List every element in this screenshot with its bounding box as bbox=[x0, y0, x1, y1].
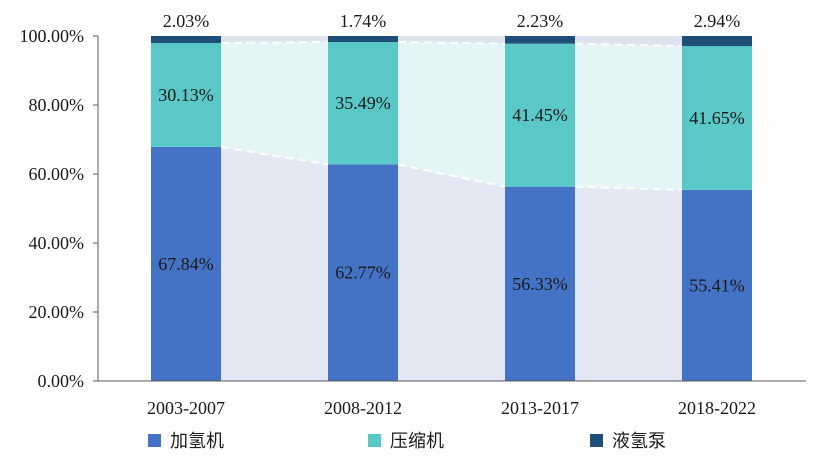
connector-band-2 bbox=[398, 42, 505, 187]
x-tick-label: 2013-2017 bbox=[501, 398, 579, 418]
connector-dash-line bbox=[397, 163, 506, 188]
data-label-compressor: 35.49% bbox=[335, 93, 391, 113]
data-label-compressor: 30.13% bbox=[158, 85, 214, 105]
legend-swatch-hydrogen-dispenser bbox=[148, 434, 161, 447]
y-tick-label: 60.00% bbox=[29, 164, 85, 184]
bar-compressor-3 bbox=[682, 46, 752, 190]
y-tick-label: 20.00% bbox=[29, 302, 85, 322]
connector-band-1 bbox=[221, 146, 328, 381]
bar-hydrogen-dispenser-0 bbox=[151, 146, 221, 381]
bar-compressor-0 bbox=[151, 43, 221, 147]
bar-hydrogen-dispenser-3 bbox=[682, 189, 752, 381]
connector-dash-line bbox=[574, 42, 683, 48]
x-tick-label: 2003-2007 bbox=[147, 398, 225, 418]
data-label-hydrogen-dispenser: 55.41% bbox=[689, 275, 745, 295]
bar-liquid-hydrogen-pump-0 bbox=[151, 36, 221, 44]
connector-dash-line bbox=[220, 41, 329, 45]
x-tick-label: 2018-2022 bbox=[678, 398, 756, 418]
data-label-liquid-hydrogen-pump: 2.94% bbox=[694, 11, 741, 31]
bars-group bbox=[151, 35, 752, 381]
legend-label-liquid-hydrogen-pump: 液氢泵 bbox=[612, 431, 666, 452]
bar-liquid-hydrogen-pump-2 bbox=[505, 35, 575, 44]
connector-band-2 bbox=[221, 42, 328, 165]
y-tick-label: 100.00% bbox=[20, 26, 85, 46]
data-label-liquid-hydrogen-pump: 2.23% bbox=[517, 11, 564, 31]
data-label-hydrogen-dispenser: 62.77% bbox=[335, 263, 391, 283]
connector-band-1 bbox=[575, 186, 682, 381]
data-label-compressor: 41.65% bbox=[689, 108, 745, 128]
connector-band-1 bbox=[398, 164, 505, 381]
legend: 加氢机 压缩机 液氢泵 bbox=[148, 431, 666, 452]
series-connectors bbox=[220, 35, 683, 381]
connector-dash-line bbox=[220, 145, 329, 166]
data-label-liquid-hydrogen-pump: 2.03% bbox=[163, 11, 210, 31]
connector-band-3 bbox=[221, 36, 328, 44]
bar-compressor-2 bbox=[505, 43, 575, 187]
bar-hydrogen-dispenser-1 bbox=[328, 164, 398, 381]
data-label-liquid-hydrogen-pump: 1.74% bbox=[340, 11, 387, 31]
legend-label-hydrogen-dispenser: 加氢机 bbox=[170, 431, 224, 452]
y-tick-label: 0.00% bbox=[38, 371, 85, 391]
data-label-hydrogen-dispenser: 56.33% bbox=[512, 274, 568, 294]
x-tick-label: 2008-2012 bbox=[324, 398, 402, 418]
bar-liquid-hydrogen-pump-3 bbox=[682, 36, 752, 47]
legend-label-compressor: 压缩机 bbox=[390, 431, 444, 452]
y-tick-label: 40.00% bbox=[29, 233, 85, 253]
y-tick-label: 80.00% bbox=[29, 95, 85, 115]
bar-liquid-hydrogen-pump-1 bbox=[328, 36, 398, 43]
connector-band-2 bbox=[575, 43, 682, 190]
connector-dash-line bbox=[397, 41, 506, 45]
legend-swatch-liquid-hydrogen-pump bbox=[590, 434, 603, 447]
data-labels-group: 67.84% 30.13% 2.03% 62.77% 35.49% 1.74% 56.33%… bbox=[158, 11, 745, 295]
data-label-hydrogen-dispenser: 67.84% bbox=[158, 254, 214, 274]
legend-swatch-compressor bbox=[368, 434, 381, 447]
bar-compressor-1 bbox=[328, 42, 398, 165]
connector-dash-line bbox=[574, 185, 683, 191]
bar-hydrogen-dispenser-2 bbox=[505, 186, 575, 381]
axes-group: 0.00% 20.00% 40.00% 60.00% 80.00% 100.00% 2003… bbox=[20, 26, 806, 418]
data-label-compressor: 41.45% bbox=[512, 105, 568, 125]
